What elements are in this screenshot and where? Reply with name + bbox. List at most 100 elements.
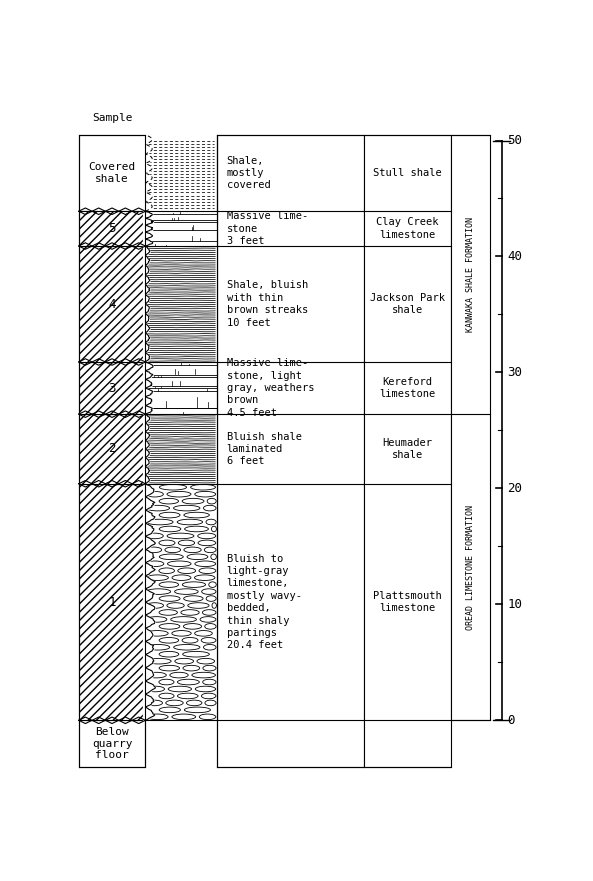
Ellipse shape bbox=[175, 658, 193, 664]
Bar bbox=[79, 135, 145, 211]
Ellipse shape bbox=[166, 700, 183, 706]
Bar bbox=[145, 211, 216, 246]
Ellipse shape bbox=[195, 631, 212, 636]
Ellipse shape bbox=[159, 499, 178, 504]
Ellipse shape bbox=[178, 568, 196, 574]
Text: KANWAKA SHALE FORMATION: KANWAKA SHALE FORMATION bbox=[466, 217, 475, 332]
Ellipse shape bbox=[181, 610, 199, 615]
Ellipse shape bbox=[202, 610, 216, 615]
Text: 5: 5 bbox=[109, 222, 116, 235]
Text: 1: 1 bbox=[109, 596, 116, 609]
Ellipse shape bbox=[174, 589, 198, 595]
Ellipse shape bbox=[184, 526, 208, 532]
Ellipse shape bbox=[171, 617, 196, 622]
Text: Massive lime-
stone, light
gray, weathers
brown
4.5 feet: Massive lime- stone, light gray, weather… bbox=[227, 359, 314, 418]
Ellipse shape bbox=[184, 707, 211, 713]
Ellipse shape bbox=[146, 645, 170, 650]
Text: 50: 50 bbox=[507, 134, 522, 147]
Text: 4: 4 bbox=[109, 298, 116, 310]
Ellipse shape bbox=[167, 533, 194, 538]
Text: Bluish shale
laminated
6 feet: Bluish shale laminated 6 feet bbox=[227, 432, 302, 466]
Text: 40: 40 bbox=[507, 250, 522, 263]
Ellipse shape bbox=[197, 533, 216, 538]
Text: OREAD LIMESTONE FORMATION: OREAD LIMESTONE FORMATION bbox=[466, 505, 475, 630]
Ellipse shape bbox=[167, 561, 191, 566]
Ellipse shape bbox=[177, 693, 198, 699]
Ellipse shape bbox=[205, 624, 216, 629]
Ellipse shape bbox=[172, 631, 191, 636]
Text: Shale, bluish
with thin
brown streaks
10 feet: Shale, bluish with thin brown streaks 10… bbox=[227, 280, 308, 328]
Ellipse shape bbox=[146, 492, 163, 497]
Ellipse shape bbox=[172, 575, 191, 581]
Ellipse shape bbox=[212, 603, 216, 608]
Ellipse shape bbox=[159, 651, 179, 657]
Bar bbox=[79, 211, 145, 246]
Ellipse shape bbox=[205, 547, 216, 552]
Ellipse shape bbox=[160, 485, 187, 490]
Text: Massive lime-
stone
3 feet: Massive lime- stone 3 feet bbox=[227, 211, 308, 246]
Text: 20: 20 bbox=[507, 482, 522, 495]
Ellipse shape bbox=[159, 568, 174, 574]
Ellipse shape bbox=[159, 624, 180, 629]
Ellipse shape bbox=[195, 492, 216, 497]
Ellipse shape bbox=[197, 658, 215, 664]
Ellipse shape bbox=[182, 638, 198, 643]
Text: Clay Creek
limestone: Clay Creek limestone bbox=[376, 218, 439, 240]
Ellipse shape bbox=[146, 714, 168, 720]
Ellipse shape bbox=[201, 638, 216, 643]
Ellipse shape bbox=[182, 581, 206, 588]
Ellipse shape bbox=[167, 492, 191, 497]
Bar bbox=[145, 246, 216, 362]
Ellipse shape bbox=[184, 512, 209, 518]
Ellipse shape bbox=[159, 526, 181, 532]
Ellipse shape bbox=[202, 589, 216, 595]
Text: 30: 30 bbox=[507, 366, 522, 379]
Ellipse shape bbox=[187, 554, 208, 559]
Ellipse shape bbox=[159, 707, 180, 713]
Text: Heumader
shale: Heumader shale bbox=[382, 438, 432, 460]
Bar bbox=[79, 484, 145, 721]
Ellipse shape bbox=[207, 499, 216, 504]
Ellipse shape bbox=[174, 645, 200, 650]
Ellipse shape bbox=[159, 679, 174, 685]
Ellipse shape bbox=[159, 610, 177, 615]
Ellipse shape bbox=[146, 575, 168, 581]
Ellipse shape bbox=[172, 714, 196, 720]
Ellipse shape bbox=[183, 624, 202, 629]
Bar bbox=[79, 414, 145, 484]
Ellipse shape bbox=[203, 506, 216, 511]
Ellipse shape bbox=[186, 700, 202, 706]
Text: Shale,
mostly
covered: Shale, mostly covered bbox=[227, 156, 270, 190]
Bar bbox=[216, 135, 364, 766]
Ellipse shape bbox=[183, 665, 200, 671]
Ellipse shape bbox=[183, 651, 209, 657]
Ellipse shape bbox=[203, 665, 216, 671]
Text: Bluish to
light-gray
limestone,
mostly wavy-
bedded,
thin shaly
partings
20.4 fe: Bluish to light-gray limestone, mostly w… bbox=[227, 553, 302, 650]
Text: 2: 2 bbox=[109, 442, 116, 455]
Ellipse shape bbox=[205, 700, 216, 706]
Text: Jackson Park
shale: Jackson Park shale bbox=[370, 292, 445, 315]
Ellipse shape bbox=[195, 575, 215, 581]
Ellipse shape bbox=[184, 547, 201, 552]
Ellipse shape bbox=[198, 540, 216, 545]
Ellipse shape bbox=[146, 672, 166, 677]
Text: 10: 10 bbox=[507, 598, 522, 611]
Ellipse shape bbox=[159, 540, 175, 545]
Ellipse shape bbox=[146, 631, 168, 636]
Ellipse shape bbox=[209, 581, 216, 588]
Text: 0: 0 bbox=[507, 714, 515, 727]
Ellipse shape bbox=[212, 526, 216, 532]
Bar bbox=[364, 135, 451, 766]
Ellipse shape bbox=[165, 547, 181, 552]
Ellipse shape bbox=[146, 561, 164, 566]
Ellipse shape bbox=[206, 596, 216, 602]
Bar bbox=[451, 135, 490, 721]
Ellipse shape bbox=[211, 554, 216, 559]
Ellipse shape bbox=[170, 672, 188, 677]
Ellipse shape bbox=[167, 603, 184, 608]
Ellipse shape bbox=[202, 693, 216, 699]
Ellipse shape bbox=[200, 617, 216, 622]
Ellipse shape bbox=[146, 603, 164, 608]
Ellipse shape bbox=[177, 519, 203, 525]
Ellipse shape bbox=[199, 714, 216, 720]
